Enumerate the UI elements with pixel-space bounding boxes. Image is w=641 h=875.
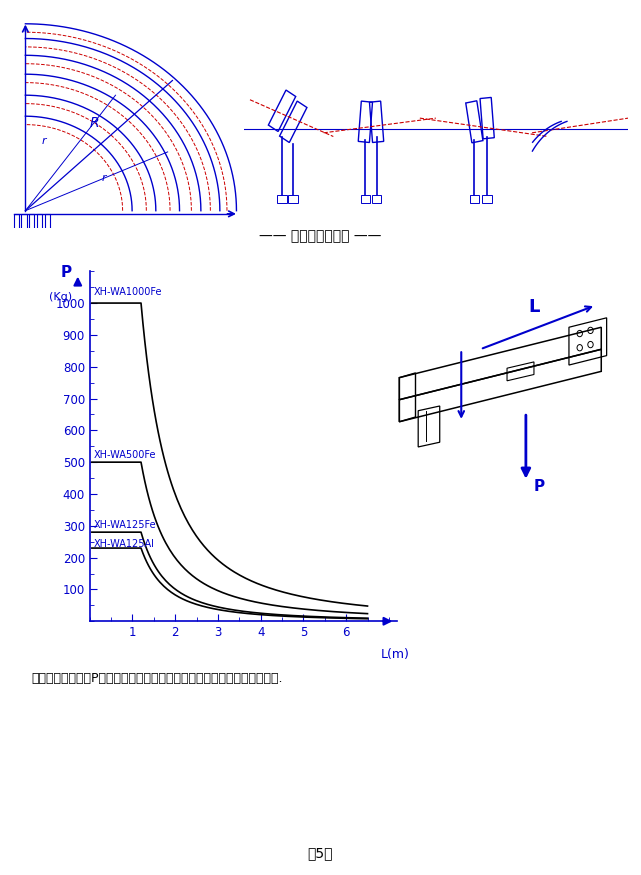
- Bar: [45, 214, 50, 229]
- Bar: [288, 194, 298, 203]
- Text: L: L: [529, 298, 540, 316]
- Text: P: P: [61, 265, 72, 280]
- Text: XH-WA125Fe: XH-WA125Fe: [94, 520, 156, 529]
- Bar: [37, 214, 42, 229]
- Text: r: r: [101, 173, 106, 183]
- Text: 注：本曲线均按照P为集中载荷，且作用点位于轨道两支撑点中心位置取值.: 注：本曲线均按照P为集中载荷，且作用点位于轨道两支撑点中心位置取值.: [31, 672, 283, 684]
- Text: XH-WA125Al: XH-WA125Al: [94, 539, 155, 549]
- Text: —— 弯轨组合示意图 ——: —— 弯轨组合示意图 ——: [260, 229, 381, 243]
- Bar: [482, 194, 492, 203]
- Text: (Kg): (Kg): [49, 292, 72, 302]
- Bar: [13, 214, 19, 229]
- Text: L(m): L(m): [381, 648, 410, 662]
- Text: P: P: [534, 479, 545, 494]
- Text: XH-WA1000Fe: XH-WA1000Fe: [94, 287, 163, 298]
- Bar: [29, 214, 35, 229]
- Text: r: r: [42, 136, 47, 145]
- Text: XH-WA500Fe: XH-WA500Fe: [94, 450, 156, 459]
- Text: －5－: －5－: [308, 846, 333, 860]
- Bar: [360, 194, 370, 203]
- Bar: [21, 214, 26, 229]
- Text: R: R: [90, 116, 99, 130]
- Bar: [372, 194, 381, 203]
- Bar: [469, 194, 479, 203]
- Bar: [278, 194, 287, 203]
